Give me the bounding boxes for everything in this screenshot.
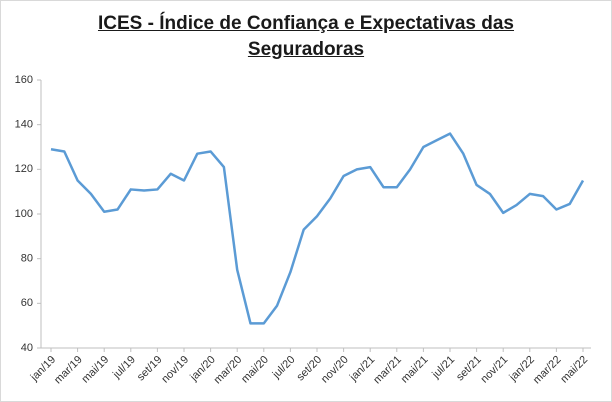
y-tick-label: 140 — [15, 119, 33, 131]
x-tick-label: nov/21 — [479, 354, 511, 386]
x-tick-label: nov/20 — [319, 354, 351, 386]
x-tick-label: jul/20 — [270, 354, 298, 382]
x-tick-label: mai/22 — [558, 354, 590, 386]
x-tick-label: mar/20 — [212, 354, 245, 387]
chart-title: ICES - Índice de Confiança e Expectativa… — [97, 13, 515, 60]
x-tick-label: mai/19 — [80, 354, 112, 386]
x-tick-label: mar/19 — [52, 354, 85, 387]
y-tick-label: 160 — [15, 74, 33, 86]
x-tick-label: nov/19 — [159, 354, 191, 386]
x-tick-label: mai/20 — [239, 354, 271, 386]
y-tick-label: 100 — [15, 208, 33, 220]
line-series — [50, 132, 585, 325]
x-tick-label: mai/21 — [399, 354, 431, 386]
y-tick-label: 40 — [21, 342, 33, 354]
x-tick-label: mar/21 — [371, 354, 404, 387]
x-tick-label: jul/19 — [110, 354, 138, 382]
x-tick-label: jul/21 — [429, 354, 457, 382]
y-tick-label: 60 — [21, 297, 33, 309]
y-tick-label: 120 — [15, 163, 33, 175]
x-tick-label: mar/22 — [531, 354, 564, 387]
y-tick-label: 80 — [21, 253, 33, 265]
